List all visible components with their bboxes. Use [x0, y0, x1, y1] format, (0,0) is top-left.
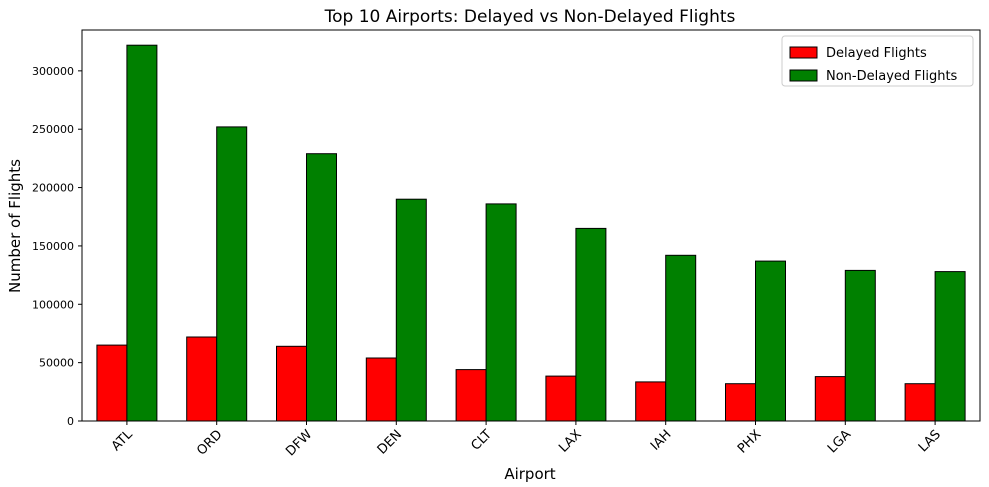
delayed-bar-phx [725, 383, 756, 422]
delayed-bar-ord [186, 336, 218, 422]
delayed-bar-dfw [276, 345, 307, 422]
y-axis-title: Number of Flights [6, 159, 24, 293]
legend: Delayed Flights Non-Delayed Flights [781, 35, 974, 87]
non-delayed-bar-iah [665, 254, 697, 422]
delayed-bar-clt [455, 369, 487, 422]
legend-label: Delayed Flights [826, 46, 927, 61]
delayed-bar-atl [96, 344, 128, 422]
plot-frame [81, 29, 981, 422]
delayed-bar-iah [635, 381, 667, 422]
y-tick-label: 250000 [32, 123, 74, 136]
chart-title: Top 10 Airports: Delayed vs Non-Delayed … [324, 7, 736, 27]
delayed-bar-den [365, 357, 397, 422]
non-delayed-bar-lax [575, 227, 607, 422]
non-delayed-bar-clt [485, 203, 517, 422]
non-delayed-bar-lga [844, 269, 876, 422]
delayed-bar-las [904, 383, 936, 422]
y-tick-label: 50000 [39, 357, 74, 370]
non-delayed-bar-dfw [306, 153, 337, 422]
y-tick-label: 100000 [32, 298, 74, 311]
x-axis-title: Airport [504, 465, 555, 483]
delayed-bar-lga [814, 376, 846, 422]
y-tick-label: 150000 [32, 240, 74, 253]
y-tick-label: 300000 [32, 65, 74, 78]
y-tick-label: 0 [67, 415, 74, 428]
non-delayed-bar-phx [755, 260, 786, 422]
delayed-bar-lax [545, 375, 577, 422]
non-delayed-bar-atl [126, 44, 158, 422]
legend-swatch [789, 69, 818, 82]
legend-label: Non-Delayed Flights [826, 69, 958, 84]
non-delayed-bar-ord [216, 126, 248, 422]
legend-swatch [789, 46, 818, 59]
non-delayed-bar-las [934, 271, 966, 422]
y-tick-label: 200000 [32, 182, 74, 195]
non-delayed-bar-den [395, 198, 427, 422]
legend-box [781, 35, 974, 87]
